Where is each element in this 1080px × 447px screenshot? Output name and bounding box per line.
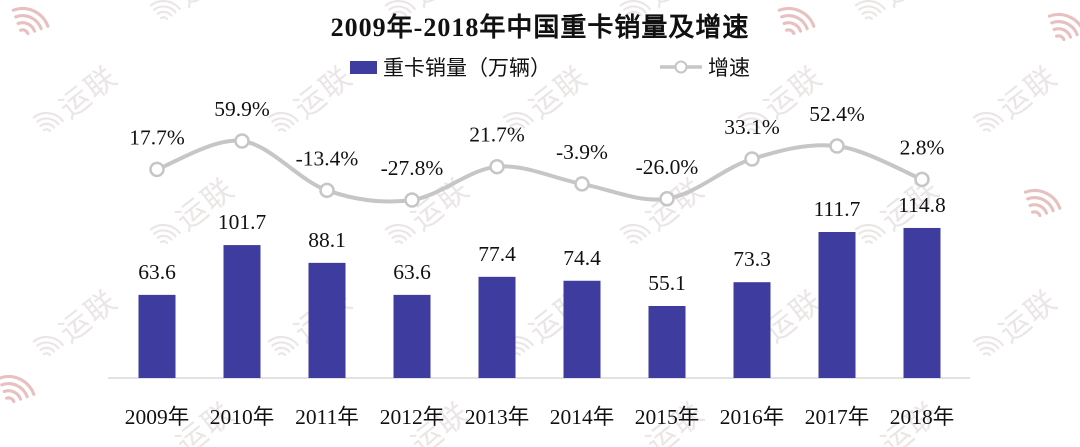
growth-value-label: 52.4%: [809, 102, 865, 126]
x-axis-label: 2010年: [210, 405, 275, 429]
bar-value-label: 114.8: [898, 193, 946, 217]
growth-value-label: 59.9%: [214, 97, 270, 121]
legend-item-sales: 重卡销量（万辆）: [350, 52, 551, 82]
growth-value-label: -27.8%: [381, 156, 444, 180]
growth-marker-2009年: [149, 161, 165, 178]
growth-marker-2014年: [574, 176, 590, 192]
bar-2018年: [903, 227, 941, 378]
growth-marker-2013年: [489, 158, 505, 175]
x-axis-label: 2014年: [550, 405, 615, 429]
bar-value-label: 111.7: [814, 197, 861, 221]
bar-2011年: [308, 262, 346, 378]
bar-value-label: 55.1: [648, 271, 686, 295]
growth-marker-2016年: [744, 151, 760, 167]
x-axis-label: 2009年: [125, 405, 190, 429]
growth-marker-2018年: [914, 171, 930, 188]
growth-value-label: 17.7%: [129, 125, 185, 149]
bar-value-label: 63.6: [138, 260, 176, 284]
x-axis-label: 2018年: [890, 405, 955, 429]
bar-value-label: 73.3: [733, 247, 771, 271]
bar-value-label: 74.4: [563, 246, 601, 270]
bar-value-label: 88.1: [308, 228, 346, 252]
growth-value-label: 21.7%: [469, 123, 525, 147]
bar-series-label: 重卡销量（万辆）: [383, 56, 551, 80]
x-axis-label: 2012年: [380, 405, 445, 429]
chart-title: 2009年-2018年中国重卡销量及增速: [330, 13, 750, 42]
growth-value-label: 33.1%: [724, 115, 780, 139]
growth-value-label: -13.4%: [296, 146, 359, 170]
legend-item-growth: 增速: [660, 52, 750, 82]
bar-2016年: [733, 282, 771, 378]
growth-line: [156, 138, 923, 204]
bar-value-label: 101.7: [218, 210, 267, 234]
line-series-label: 增速: [708, 56, 750, 80]
x-axis-label: 2015年: [635, 405, 700, 429]
growth-marker-2012年: [404, 192, 420, 208]
growth-value-label: -26.0%: [636, 155, 699, 179]
x-axis-label: 2013年: [465, 405, 530, 429]
growth-marker-2015年: [659, 191, 675, 207]
x-axis-label: 2017年: [805, 405, 870, 429]
bar-2009年: [138, 294, 176, 378]
x-axis-label: 2016年: [720, 405, 785, 429]
bar-value-label: 77.4: [478, 242, 516, 266]
growth-value-label: -3.9%: [556, 140, 608, 164]
bar-2017年: [818, 232, 856, 378]
bar-2015年: [648, 305, 686, 378]
growth-value-label: 2.8%: [900, 135, 945, 159]
bar-value-label: 63.6: [393, 260, 431, 284]
bar-2010年: [223, 245, 261, 378]
bar-2014年: [563, 280, 601, 378]
bar-series-swatch: [350, 60, 377, 74]
line-series-marker-icon: [660, 60, 702, 74]
growth-marker-2017年: [829, 138, 845, 154]
growth-marker-2011年: [319, 182, 335, 199]
growth-marker-2010年: [234, 133, 250, 149]
bar-2013年: [478, 276, 516, 378]
x-axis-label: 2011年: [295, 405, 359, 429]
bar-2012年: [393, 294, 431, 378]
